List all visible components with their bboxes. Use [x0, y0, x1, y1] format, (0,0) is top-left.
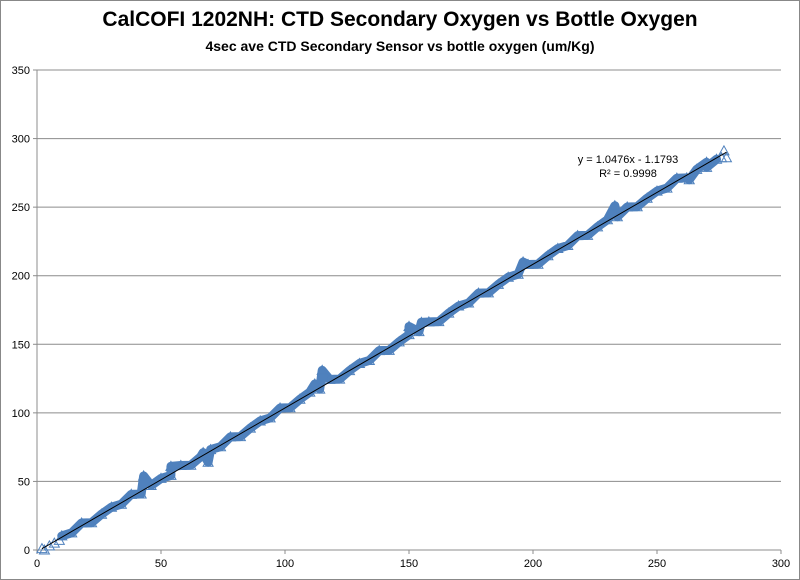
data-point — [234, 430, 247, 442]
data-point — [413, 325, 425, 337]
y-tick-label: 350 — [12, 65, 30, 77]
data-point — [316, 364, 329, 375]
data-point — [415, 316, 428, 327]
data-point — [715, 151, 728, 163]
data-point — [274, 402, 286, 413]
data-point — [422, 315, 435, 327]
y-tick-label: 0 — [24, 545, 30, 557]
scatter-density-band — [57, 154, 722, 541]
data-point — [363, 354, 376, 365]
chart-title: CalCOFI 1202NH: CTD Secondary Oxygen vs … — [102, 8, 698, 31]
data-point — [95, 508, 108, 519]
data-point — [224, 430, 237, 442]
data-point — [581, 229, 594, 240]
data-point — [472, 287, 485, 298]
x-tick-label: 50 — [155, 558, 167, 570]
data-point — [65, 526, 78, 538]
data-point — [512, 268, 524, 279]
trendline-equation: y = 1.0476x - 1.1793 — [578, 154, 679, 166]
data-point — [403, 320, 415, 331]
data-point — [482, 286, 495, 298]
data-point — [621, 200, 634, 212]
chart-subtitle: 4sec ave CTD Secondary Sensor vs bottle … — [205, 38, 595, 54]
data-point — [308, 378, 321, 389]
data-point — [165, 460, 177, 471]
y-tick-label: 200 — [12, 271, 30, 283]
data-point — [174, 459, 187, 471]
trendline — [41, 151, 727, 550]
data-point — [313, 383, 326, 394]
data-point — [683, 173, 696, 185]
data-point — [75, 516, 88, 528]
data-point — [333, 373, 346, 384]
y-tick-label: 100 — [12, 408, 30, 420]
x-tick-label: 0 — [34, 558, 40, 570]
data-point — [522, 258, 534, 269]
data-point — [680, 171, 693, 183]
data-point — [343, 364, 356, 376]
data-point — [442, 307, 455, 318]
data-point — [670, 172, 683, 183]
y-tick-label: 250 — [12, 202, 30, 214]
data-point — [284, 401, 296, 413]
data-point — [36, 542, 48, 554]
data-point — [591, 220, 604, 232]
y-tick-label: 300 — [12, 134, 30, 146]
data-point — [542, 249, 554, 261]
data-point — [184, 459, 197, 470]
data-point — [85, 516, 98, 528]
data-point — [202, 456, 214, 467]
data-point — [323, 373, 336, 384]
x-tick-label: 200 — [524, 558, 542, 570]
data-point — [571, 229, 584, 241]
data-point — [690, 163, 703, 174]
data-point — [137, 469, 150, 481]
data-point — [517, 255, 529, 267]
x-tick-label: 150 — [400, 558, 418, 570]
data-point — [264, 411, 276, 423]
y-tick-label: 50 — [18, 476, 30, 488]
x-tick-label: 250 — [648, 558, 666, 570]
data-point — [492, 278, 505, 289]
data-point — [294, 393, 306, 404]
data-point — [532, 258, 544, 269]
data-point — [244, 422, 257, 433]
x-tick-label: 300 — [772, 558, 790, 570]
data-point — [700, 161, 713, 172]
data-point — [373, 344, 386, 356]
data-point — [145, 479, 157, 491]
data-point — [631, 200, 644, 212]
x-tick-label: 100 — [276, 558, 294, 570]
trendline-r2: R² = 0.9998 — [599, 168, 657, 180]
data-point — [718, 144, 730, 156]
data-point — [432, 315, 445, 327]
data-point — [641, 192, 653, 203]
data-point — [197, 446, 210, 458]
data-point — [710, 153, 723, 164]
data-point — [383, 344, 396, 355]
data-point — [125, 488, 138, 499]
data-point — [165, 469, 177, 480]
y-tick-label: 150 — [12, 339, 30, 351]
data-point — [393, 335, 405, 347]
data-point — [608, 199, 621, 211]
data-point — [611, 210, 624, 222]
data-point — [135, 488, 148, 499]
